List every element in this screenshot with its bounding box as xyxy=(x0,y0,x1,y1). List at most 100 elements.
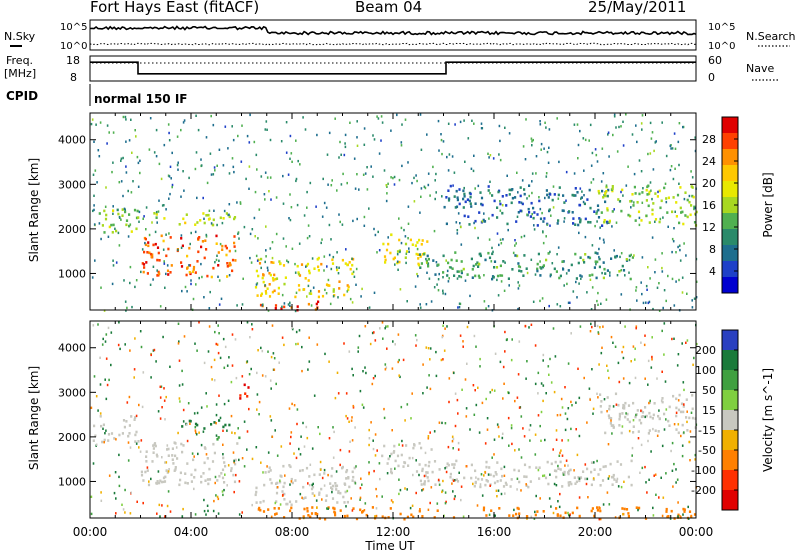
scatter-cell xyxy=(284,474,286,477)
scatter-cell xyxy=(401,123,403,126)
scatter-cell xyxy=(600,351,603,355)
scatter-cell xyxy=(594,224,596,228)
scatter-cell xyxy=(146,466,149,469)
scatter-cell xyxy=(413,200,416,203)
scatter-cell xyxy=(125,140,127,143)
scatter-cell xyxy=(140,345,143,349)
scatter-cell xyxy=(364,502,367,505)
scatter-cell xyxy=(117,343,120,347)
scatter-cell xyxy=(562,260,565,263)
scatter-cell xyxy=(629,200,632,203)
scatter-cell xyxy=(640,281,642,284)
scatter-cell xyxy=(572,222,575,225)
scatter-cell xyxy=(204,447,207,450)
scatter-cell xyxy=(476,504,479,507)
scatter-cell xyxy=(223,488,225,492)
scatter-cell xyxy=(597,331,600,334)
scatter-cell xyxy=(625,412,627,415)
scatter-cell xyxy=(518,480,521,484)
scatter-cell xyxy=(561,439,563,442)
scatter-cell xyxy=(492,474,495,478)
scatter-cell xyxy=(333,507,336,510)
scatter-cell xyxy=(517,287,520,290)
scatter-cell xyxy=(108,131,110,134)
scatter-cell xyxy=(649,152,652,155)
scatter-cell xyxy=(234,458,237,462)
scatter-cell xyxy=(304,128,307,131)
scatter-cell xyxy=(641,256,644,259)
scatter-cell xyxy=(399,288,402,291)
scatter-cell xyxy=(622,269,626,272)
scatter-cell xyxy=(484,258,487,262)
scatter-cell xyxy=(112,209,115,212)
velocity-y-axis-label: Slant Range [km] xyxy=(27,366,41,470)
scatter-cell xyxy=(275,196,278,199)
scatter-cell xyxy=(269,469,272,472)
scatter-cell xyxy=(549,193,552,196)
scatter-cell xyxy=(248,187,250,190)
scatter-cell xyxy=(517,191,519,194)
scatter-cell xyxy=(559,514,562,518)
scatter-cell xyxy=(179,471,182,475)
scatter-cell xyxy=(283,516,286,519)
scatter-cell xyxy=(637,508,639,512)
scatter-cell xyxy=(329,482,332,485)
scatter-cell xyxy=(316,512,319,516)
scatter-cell xyxy=(384,258,387,262)
scatter-cell xyxy=(542,359,544,362)
scatter-cell xyxy=(658,417,661,420)
scatter-cell xyxy=(278,361,280,364)
scatter-cell xyxy=(483,474,485,477)
freq-panel: Freq. [MHz] 18 8 60 0 Nave xyxy=(4,54,778,84)
scatter-cell xyxy=(470,205,473,208)
scatter-cell xyxy=(442,276,444,279)
scatter-cell xyxy=(299,492,302,496)
scatter-cell xyxy=(212,123,215,127)
scatter-cell xyxy=(371,506,374,509)
scatter-cell xyxy=(549,473,551,476)
scatter-cell xyxy=(679,259,682,262)
scatter-cell xyxy=(564,511,567,515)
scatter-cell xyxy=(632,345,635,348)
scatter-cell xyxy=(403,517,406,521)
scatter-cell xyxy=(349,440,351,443)
scatter-cell xyxy=(479,357,481,361)
scatter-cell xyxy=(534,382,537,386)
scatter-cell xyxy=(253,216,256,220)
scatter-cell xyxy=(347,285,350,289)
scatter-cell xyxy=(481,220,484,223)
scatter-cell xyxy=(134,129,136,132)
scatter-cell xyxy=(418,463,421,466)
scatter-cell xyxy=(511,442,513,446)
scatter-cell xyxy=(323,484,326,487)
scatter-cell xyxy=(501,274,504,277)
scatter-cell xyxy=(675,215,678,218)
scatter-cell xyxy=(231,157,234,160)
scatter-cell xyxy=(474,274,477,278)
scatter-cell xyxy=(671,210,674,214)
scatter-cell xyxy=(621,412,624,415)
scatter-cell xyxy=(394,343,396,346)
scatter-cell xyxy=(279,479,281,482)
scatter-cell xyxy=(578,282,580,285)
scatter-cell xyxy=(618,424,621,427)
scatter-cell xyxy=(591,368,593,371)
scatter-cell xyxy=(345,392,348,395)
scatter-cell xyxy=(249,232,252,236)
colorbar-tick-label: -200 xyxy=(691,484,716,497)
scatter-cell xyxy=(104,340,107,343)
scatter-cell xyxy=(396,113,398,117)
scatter-cell xyxy=(207,482,210,486)
scatter-cell xyxy=(662,216,664,219)
scatter-cell xyxy=(556,303,559,306)
scatter-cell xyxy=(686,215,689,219)
scatter-cell xyxy=(317,426,319,429)
scatter-cell xyxy=(228,264,231,267)
scatter-cell xyxy=(542,399,544,403)
scatter-cell xyxy=(290,506,293,510)
scatter-cell xyxy=(689,430,692,433)
scatter-cell xyxy=(124,210,127,214)
scatter-cell xyxy=(373,331,375,334)
scatter-cell xyxy=(581,190,583,193)
